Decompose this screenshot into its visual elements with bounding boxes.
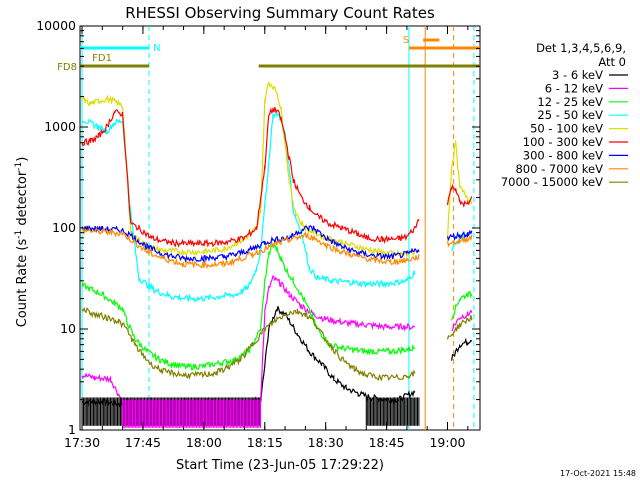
y-tick-label: 10000	[36, 18, 76, 33]
flag-label: FD8	[57, 62, 77, 73]
x-tick-label: 18:45	[369, 435, 405, 450]
x-axis-label: Start Time (23-Jun-05 17:29:22)	[176, 458, 384, 473]
legend-entry-label: 300 - 800 keV	[523, 148, 603, 162]
series-line	[81, 243, 473, 371]
y-tick-label: 100	[52, 220, 76, 235]
series-line	[81, 306, 473, 410]
y-axis-label: Count Rate (s-1 detector-1)	[14, 157, 30, 328]
x-tick-label: 18:15	[247, 435, 283, 450]
series-line	[81, 106, 473, 248]
flag-label: FD1	[92, 53, 112, 64]
series-line	[81, 224, 473, 264]
data-series	[81, 81, 473, 428]
flag-label: S	[403, 35, 409, 46]
flag-bars: FD8 FD1 N S	[57, 35, 480, 73]
axis-ticks: 17:30 17:45 18:00 18:15 18:30 18:45 19:00 1 10 10…	[36, 18, 480, 450]
legend-entry-label: 6 - 12 keV	[545, 81, 603, 95]
y-tick-label: 10	[60, 321, 76, 336]
legend-entry-label: 800 - 7000 keV	[515, 162, 603, 176]
x-tick-label: 17:45	[125, 435, 161, 450]
legend-entry-label: 3 - 6 keV	[552, 68, 603, 82]
series-line	[81, 306, 473, 382]
vertical-markers	[81, 26, 475, 430]
legend-header: Det 1,3,4,5,6,9,	[536, 41, 626, 55]
x-tick-label: 18:00	[186, 435, 222, 450]
y-tick-label: 1	[68, 422, 76, 437]
legend-subheader: Att 0	[598, 55, 626, 69]
series-line	[81, 275, 473, 407]
legend-entry-label: 25 - 50 keV	[537, 108, 603, 122]
chart-title: RHESSI Observing Summary Count Rates	[125, 4, 435, 22]
series-line	[81, 226, 473, 270]
legend-entry-label: 12 - 25 keV	[537, 95, 603, 109]
x-tick-label: 19:00	[429, 435, 465, 450]
x-tick-label: 17:30	[64, 435, 100, 450]
legend-entry-label: 100 - 300 keV	[523, 135, 603, 149]
x-tick-label: 18:30	[308, 435, 344, 450]
legend-entry-label: 50 - 100 keV	[530, 122, 603, 136]
series-line	[81, 111, 473, 303]
flag-label: N	[153, 43, 160, 54]
legend-entry-label: 7000 - 15000 keV	[501, 175, 603, 189]
y-tick-label: 1000	[44, 119, 76, 134]
footer-timestamp: 17-Oct-2021 15:48	[560, 469, 636, 478]
